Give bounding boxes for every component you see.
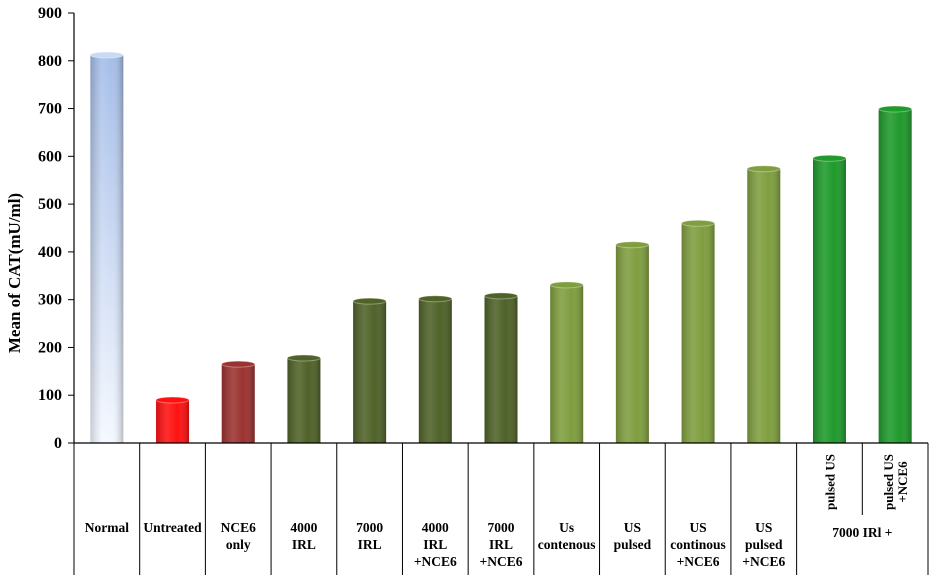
category-label: 7000	[356, 520, 383, 535]
bar-group	[286, 354, 321, 443]
bar-top	[418, 295, 453, 303]
bar-group	[89, 51, 124, 444]
category-label: Untreated	[143, 520, 202, 535]
bar-shading	[353, 301, 387, 443]
bar-top	[746, 165, 781, 173]
bar-group	[484, 292, 518, 443]
axes: 0 100 200 300 400 500 600 700 800 900	[38, 5, 75, 452]
category-label-rotated: pulsed US	[822, 454, 837, 510]
bar-top	[681, 219, 716, 227]
y-tick-label: 900	[38, 5, 62, 22]
y-tick-label: 300	[38, 292, 62, 309]
bar-top	[812, 154, 847, 162]
y-tick-label: 600	[38, 148, 62, 165]
category-label: US	[755, 520, 772, 535]
bar-shading	[418, 298, 452, 443]
bar-group	[155, 396, 190, 443]
category-label: Normal	[85, 520, 129, 535]
category-label: 7000	[488, 520, 515, 535]
bar-top	[221, 360, 256, 368]
bar-top	[155, 396, 190, 404]
category-label: 4000	[422, 520, 449, 535]
category-label: IRL	[292, 537, 316, 552]
y-tick-label: 0	[54, 435, 62, 452]
bar-group	[812, 154, 847, 443]
bar-top	[89, 51, 124, 59]
bars	[89, 51, 913, 444]
bar-shading	[681, 223, 715, 443]
bar-top	[352, 297, 387, 305]
category-table: Normal Untreated NCE6 only 4000 IRL 7000 IRL 400…	[73, 442, 929, 575]
category-label-rotated: pulsed US +NCE6	[881, 454, 910, 510]
bar-shading	[90, 55, 124, 444]
bar-group	[878, 105, 913, 444]
group-label: 7000 IRl +	[832, 525, 892, 540]
bar-shading	[156, 400, 190, 443]
category-label: +NCE6	[677, 554, 720, 569]
category-label: pulsed US	[822, 454, 837, 510]
bar-shading	[615, 244, 649, 443]
bar-shading	[287, 357, 321, 443]
bar-group	[549, 281, 584, 443]
bar-shading	[878, 109, 912, 444]
y-tick-label: 100	[38, 387, 62, 404]
category-label: +NCE6	[480, 554, 523, 569]
bar-top	[286, 354, 321, 362]
category-label: NCE6	[221, 520, 257, 535]
bar-group	[418, 295, 453, 443]
category-label: 4000	[290, 520, 317, 535]
category-label: pulsed	[614, 537, 652, 552]
y-tick-label: 700	[38, 101, 62, 118]
bar-group	[681, 219, 716, 443]
category-label: US	[689, 520, 706, 535]
bar-top	[549, 281, 584, 289]
bar-shading	[550, 284, 584, 443]
bar-shading	[747, 168, 781, 443]
y-tick-label: 400	[38, 244, 62, 261]
y-tick-label: 800	[38, 53, 62, 70]
bar-top	[484, 292, 518, 300]
category-label: only	[226, 537, 251, 552]
bar-group	[352, 297, 387, 443]
bar-top	[878, 105, 913, 113]
category-label: US	[624, 520, 641, 535]
category-label: +NCE6	[742, 554, 785, 569]
category-label: pulsed	[745, 537, 783, 552]
bar-group	[746, 165, 781, 443]
category-label: Us	[559, 520, 574, 535]
category-label: +NCE6	[414, 554, 457, 569]
category-label: IRL	[358, 537, 382, 552]
y-tick-label: 200	[38, 339, 62, 356]
bar-shading	[812, 158, 846, 443]
bar-group	[221, 360, 256, 443]
bar-top	[615, 241, 650, 249]
category-label: IRL	[489, 537, 513, 552]
category-label: +NCE6	[895, 461, 910, 503]
category-label: IRL	[423, 537, 447, 552]
y-axis-label: Mean of CAT(mU/ml)	[5, 193, 24, 353]
bar-shading	[221, 364, 255, 443]
category-label: contenous	[538, 537, 596, 552]
category-label: continous	[670, 537, 726, 552]
bar-group	[615, 241, 650, 443]
category-label: pulsed US	[881, 454, 896, 510]
bar-shading	[484, 295, 518, 443]
y-tick-label: 500	[38, 196, 62, 213]
